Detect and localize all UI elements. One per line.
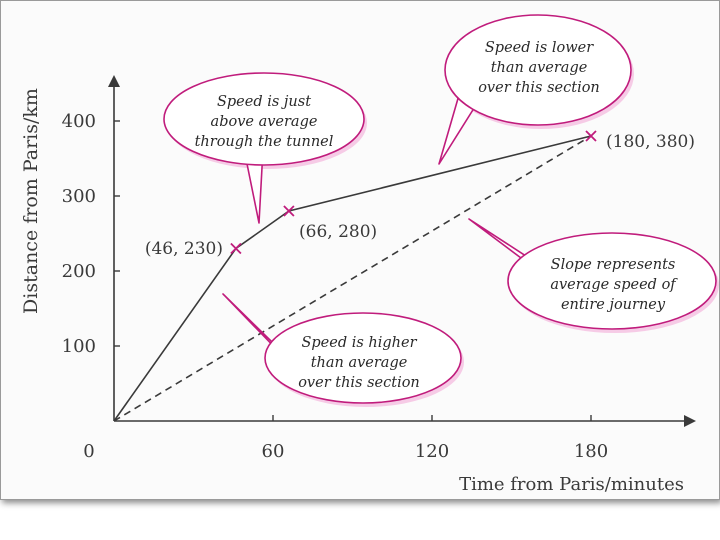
callout-text-line: Speed is higher — [301, 335, 417, 351]
data-point-label: (46, 230) — [145, 239, 223, 259]
data-point-marker — [230, 242, 242, 255]
callout-text-line: than average — [491, 60, 588, 76]
y-tick-label: 400 — [62, 111, 96, 132]
data-point-marker — [585, 130, 597, 142]
data-point-marker — [283, 205, 295, 217]
callout-text-line: Slope represents — [551, 257, 676, 273]
x-tick-label: 0 — [83, 441, 94, 462]
distance-time-chart: 0 60 120 180 100 200 300 400 Time from Paris/min… — [20, 14, 719, 495]
callout-bubble — [507, 232, 717, 330]
callout-text-line: over this section — [478, 80, 600, 96]
journey-line — [113, 135, 592, 422]
callout-text-line: above average — [211, 114, 318, 130]
callout-text-line: than average — [311, 355, 408, 371]
callout-text-line: Speed is lower — [485, 40, 594, 56]
data-point-label: (180, 380) — [606, 132, 695, 152]
callout-text-line: average speed of — [550, 277, 678, 293]
callout-bubble — [444, 14, 632, 126]
y-tick-label: 300 — [62, 186, 96, 207]
callout-bubble — [163, 72, 365, 166]
data-point-label: (66, 280) — [299, 222, 377, 242]
callout-text-line: through the tunnel — [195, 134, 334, 150]
chart-figure: 0 60 120 180 100 200 300 400 Time from Paris/min… — [0, 0, 720, 500]
x-tick-label: 60 — [262, 441, 285, 462]
x-axis-title: Time from Paris/minutes — [459, 474, 684, 495]
callout-bubble — [264, 312, 462, 404]
x-tick-label: 180 — [574, 441, 608, 462]
y-tick-label: 100 — [62, 336, 96, 357]
callout-text-line: over this section — [298, 375, 420, 391]
x-tick-label: 120 — [415, 441, 449, 462]
callout-text-line: entire journey — [561, 297, 666, 313]
y-axis-arrow-icon — [108, 75, 120, 87]
y-axis-title: Distance from Paris/km — [20, 88, 42, 314]
average-speed-dashed-line — [113, 135, 592, 422]
y-tick-label: 200 — [62, 261, 96, 282]
x-axis-arrow-icon — [684, 415, 696, 427]
callout-text-line: Speed is just — [217, 94, 311, 110]
